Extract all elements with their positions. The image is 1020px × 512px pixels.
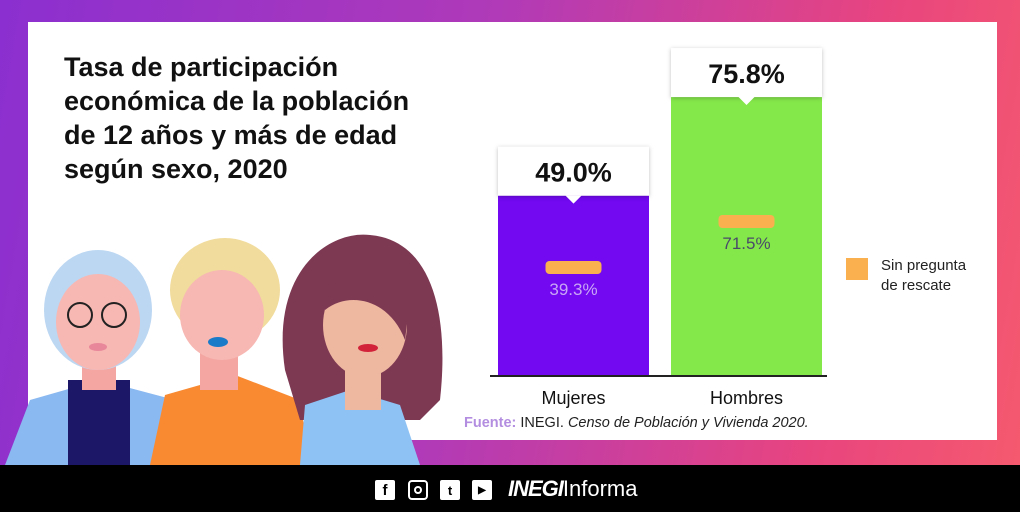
inegi-informa-logo[interactable]: INEGIInforma bbox=[508, 476, 638, 501]
source-note: Fuente: INEGI. Censo de Población y Vivi… bbox=[464, 415, 809, 431]
facebook-icon[interactable]: f bbox=[375, 480, 395, 500]
woman-gray-hair bbox=[5, 250, 185, 465]
twitter-icon[interactable]: t bbox=[440, 480, 460, 500]
x-tick-label: Hombres bbox=[710, 388, 783, 408]
legend-swatch bbox=[846, 258, 868, 280]
woman-brown-hair bbox=[282, 234, 443, 465]
x-tick-label: Mujeres bbox=[541, 388, 605, 408]
chart-title: Tasa de participación económica de la po… bbox=[64, 52, 410, 184]
bar-chart: 49.0% 39.3% Mujeres 75.8% 71.5% Hombres bbox=[490, 48, 827, 408]
women-illustration bbox=[5, 234, 443, 465]
secondary-marker bbox=[545, 261, 602, 274]
footer-bar: f t ▶ INEGIInforma bbox=[0, 465, 1020, 512]
value-label-pointer bbox=[565, 195, 582, 204]
legend-label: Sin pregunta de rescate bbox=[881, 257, 967, 294]
data-label: 49.0% bbox=[535, 158, 612, 188]
source-text: Censo de Población y Vivienda 2020. bbox=[567, 415, 809, 431]
woman-blonde-hair bbox=[150, 238, 310, 465]
secondary-label: 39.3% bbox=[549, 280, 597, 299]
bar-mujeres bbox=[498, 195, 649, 376]
secondary-label: 71.5% bbox=[722, 234, 770, 253]
data-label: 75.8% bbox=[708, 59, 785, 89]
value-label-pointer bbox=[738, 97, 755, 106]
youtube-icon[interactable]: ▶ bbox=[472, 480, 492, 500]
value-label-box bbox=[671, 48, 822, 98]
source-label: Fuente: bbox=[464, 415, 517, 431]
secondary-marker bbox=[718, 215, 775, 228]
bar-hombres bbox=[671, 97, 822, 376]
instagram-icon[interactable] bbox=[408, 480, 428, 500]
source-org: INEGI. bbox=[520, 415, 564, 431]
legend: Sin pregunta de rescate bbox=[846, 256, 981, 296]
value-label-box bbox=[498, 146, 649, 196]
